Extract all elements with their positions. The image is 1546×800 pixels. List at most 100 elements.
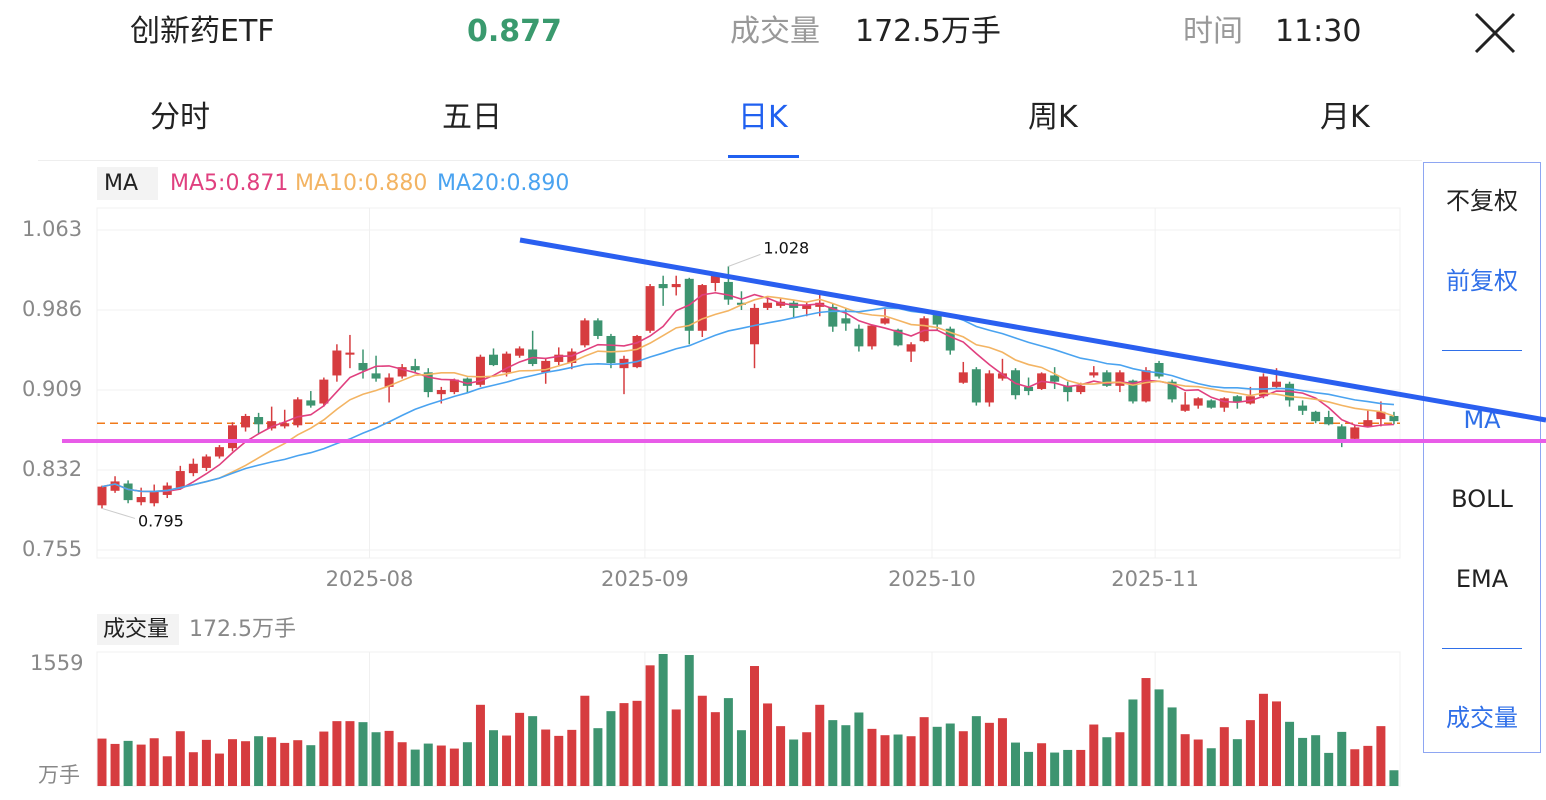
y-tick-label: 0.755 — [22, 537, 83, 561]
candle-body — [358, 362, 368, 371]
volume-panel-title: 成交量 — [97, 614, 179, 645]
candle-body — [502, 353, 512, 373]
volume-bar — [776, 726, 786, 786]
ma5-line — [101, 291, 1394, 493]
volume-bar — [919, 717, 929, 786]
y-tick-label: 1.063 — [22, 217, 83, 241]
indicator-panel: 不复权 前复权 MA BOLL EMA 成交量 — [1423, 162, 1541, 753]
candle-body — [201, 456, 211, 468]
volume-bar — [723, 698, 733, 786]
volume-bar — [228, 739, 237, 786]
forward-adjust-option[interactable]: 前复权 — [1446, 267, 1518, 295]
volume-bar — [854, 712, 864, 786]
candle-body — [854, 328, 864, 347]
volume-bar — [1324, 752, 1334, 786]
boll-option[interactable]: BOLL — [1451, 485, 1513, 513]
candle-body — [1350, 427, 1360, 439]
volume-bar — [332, 721, 342, 786]
volume-bar — [1376, 726, 1386, 786]
no-adjust-option[interactable]: 不复权 — [1446, 187, 1518, 215]
volume-bar — [1311, 735, 1321, 786]
candle-body — [110, 481, 120, 491]
volume-bar — [1128, 699, 1138, 786]
candle-body — [645, 286, 655, 331]
candle-body — [880, 318, 890, 324]
volume-option[interactable]: 成交量 — [1446, 704, 1518, 732]
candle-body — [1363, 420, 1373, 427]
candle-body — [254, 417, 264, 425]
tab-weekly-k[interactable]: 周K — [1028, 100, 1078, 135]
volume-bar — [241, 741, 251, 786]
close-icon[interactable] — [1472, 10, 1518, 56]
max-price-leader — [728, 253, 761, 267]
tab-daily-k[interactable]: 日K — [738, 100, 788, 135]
volume-bar — [1050, 752, 1060, 786]
volume-bar — [149, 738, 159, 786]
tab-intraday[interactable]: 分时 — [150, 100, 210, 135]
candle-body — [1311, 411, 1321, 422]
price-plot-frame — [96, 207, 1401, 559]
volume-bar — [136, 744, 146, 786]
candle-body — [371, 373, 381, 379]
volume-unit-label: 万手 — [38, 763, 80, 787]
volume-bar — [1180, 734, 1190, 786]
tab-monthly-k[interactable]: 月K — [1320, 100, 1370, 135]
ema-option[interactable]: EMA — [1455, 565, 1509, 593]
volume-bar — [293, 740, 303, 786]
indicator-selector[interactable]: MA — [97, 167, 158, 200]
candle-body — [906, 344, 916, 352]
volume-bar — [254, 736, 264, 786]
volume-bar — [319, 731, 329, 786]
candle-body — [319, 379, 329, 404]
candle-body — [188, 463, 198, 474]
candle-body — [384, 377, 394, 387]
volume-bar — [1258, 693, 1268, 786]
volume-bar — [1167, 707, 1177, 786]
volume-bar — [1102, 737, 1112, 786]
ma-option[interactable]: MA — [1463, 406, 1501, 434]
candle-body — [410, 366, 420, 371]
volume-bar — [932, 726, 942, 786]
candle-body — [267, 421, 277, 429]
candle-body — [1272, 381, 1281, 387]
volume-bar — [736, 730, 746, 786]
volume-bar — [1154, 689, 1164, 786]
volume-bar — [828, 720, 838, 786]
candle-body — [658, 284, 668, 289]
volume-bar — [1389, 770, 1399, 786]
volume-bar — [384, 730, 394, 786]
volume-bar — [397, 742, 407, 786]
ma5-legend: MA5:0.871 — [170, 171, 289, 196]
volume-bar — [1076, 749, 1086, 786]
volume-bar — [306, 745, 316, 786]
volume-bar — [97, 738, 107, 786]
candle-body — [1298, 405, 1308, 411]
volume-bar — [958, 731, 968, 786]
candle-body — [697, 285, 707, 331]
current-price: 0.877 — [467, 14, 562, 49]
volume-bar — [697, 695, 707, 786]
candle-body — [1141, 370, 1151, 402]
volume-max-label: 1559 — [30, 651, 84, 675]
tab-five-day[interactable]: 五日 — [442, 100, 502, 135]
volume-bar — [1245, 720, 1255, 786]
x-tick-label: 2025-09 — [601, 567, 689, 591]
volume-bar — [984, 722, 994, 786]
candle-body — [1050, 375, 1060, 382]
volume-bar — [645, 665, 655, 786]
volume-bar — [449, 748, 459, 786]
candle-body — [241, 415, 251, 428]
volume-bar — [188, 752, 198, 786]
volume-bar — [906, 736, 916, 786]
divider — [1442, 350, 1522, 351]
candle-body — [1337, 426, 1347, 442]
divider — [38, 160, 1422, 161]
volume-bar — [162, 756, 172, 786]
volume-bar — [462, 742, 472, 786]
volume-bar — [606, 711, 616, 786]
volume-bar — [1063, 749, 1073, 786]
candle-body — [580, 320, 590, 346]
volume-bar — [789, 739, 799, 786]
volume-bar — [1285, 721, 1295, 786]
